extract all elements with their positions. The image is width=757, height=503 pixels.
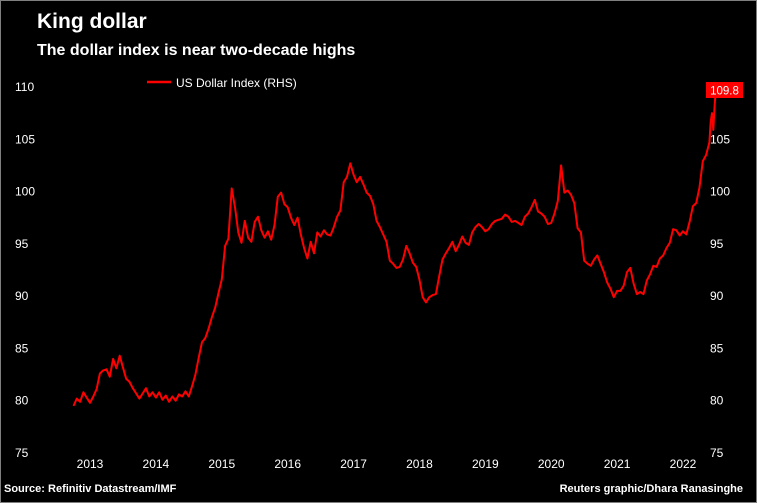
x-tick-label: 2021 [604, 457, 631, 471]
y-tick-label-right: 80 [710, 394, 724, 408]
end-value-text: 109.8 [710, 86, 739, 98]
x-axis: 2013 2014 2015 2016 2017 2018 2019 2020 2021 2022 [77, 457, 697, 471]
x-tick-label: 2020 [538, 457, 565, 471]
y-tick-label-right: 100 [710, 185, 730, 199]
x-tick-label: 2018 [406, 457, 433, 471]
x-tick-label: 2014 [143, 457, 170, 471]
y-tick-label-left: 105 [15, 132, 35, 146]
credit-note: Reuters graphic/Dhara Ranasinghe [559, 483, 743, 495]
y-tick-label-left: 85 [15, 341, 29, 355]
y-tick-label-right: 75 [710, 446, 724, 460]
end-value-label: 109.8 [706, 82, 743, 98]
x-tick-label: 2013 [77, 457, 104, 471]
y-tick-label-left: 100 [15, 185, 35, 199]
x-tick-label: 2015 [208, 457, 235, 471]
chart-subtitle: The dollar index is near two-decade high… [37, 42, 356, 59]
y-tick-label-left: 75 [15, 446, 29, 460]
y-tick-label-left: 90 [15, 289, 29, 303]
x-tick-label: 2016 [274, 457, 301, 471]
left-y-axis: 75 80 85 90 95 100 105 110 [15, 80, 35, 460]
right-y-axis: 75 80 85 90 95 100 105 [710, 132, 730, 460]
y-tick-label-left: 80 [15, 394, 29, 408]
source-note: Source: Refinitiv Datastream/IMF [4, 483, 177, 495]
x-tick-label: 2022 [670, 457, 697, 471]
y-tick-label-right: 85 [710, 341, 724, 355]
legend-label: US Dollar Index (RHS) [176, 76, 297, 90]
x-tick-label: 2017 [340, 457, 367, 471]
y-tick-label-right: 90 [710, 289, 724, 303]
x-tick-label: 2019 [472, 457, 499, 471]
legend: US Dollar Index (RHS) [147, 76, 297, 90]
y-tick-label-left: 95 [15, 237, 29, 251]
y-tick-label-left: 110 [15, 80, 34, 94]
end-value-box [706, 82, 743, 98]
chart-title: King dollar [37, 10, 147, 33]
y-tick-label-right: 95 [710, 237, 724, 251]
series-line-us-dollar-index [72, 89, 717, 407]
y-tick-label-right: 105 [710, 132, 730, 146]
